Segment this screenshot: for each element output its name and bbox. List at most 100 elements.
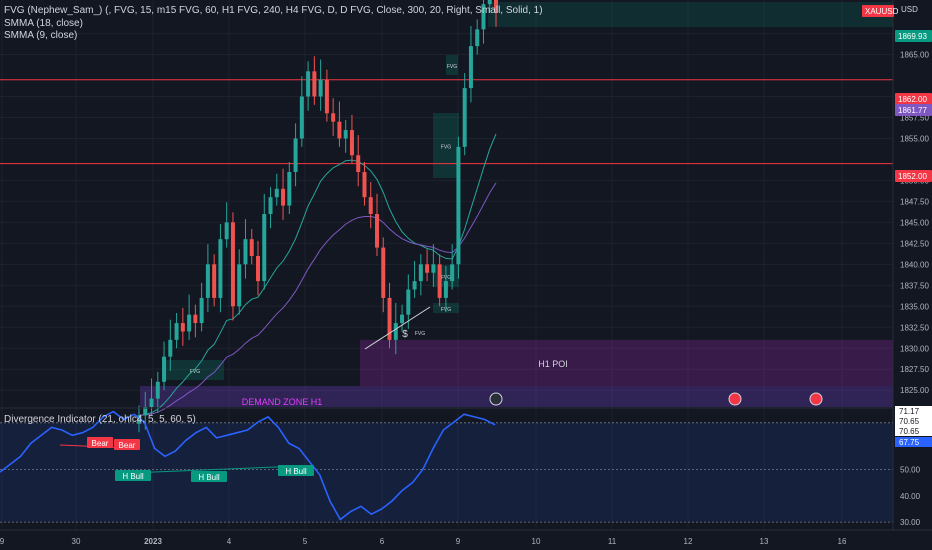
candle-body-37 xyxy=(368,197,373,214)
price-tick-6: 1847.50 xyxy=(900,197,929,206)
candle-body-22 xyxy=(274,188,279,198)
candle-body-25 xyxy=(293,138,298,173)
candle-body-11 xyxy=(205,264,210,298)
signal-box-3 xyxy=(191,471,227,482)
candle-body-41 xyxy=(393,323,398,340)
price-tick-4: 1855.00 xyxy=(900,134,929,143)
smma9-legend[interactable]: SMMA (9, close) xyxy=(4,30,78,41)
candle-body-46 xyxy=(425,264,430,273)
event-icon-1 xyxy=(728,392,742,406)
time-tick-0: 9 xyxy=(0,537,5,546)
price-tick-15: 1825.00 xyxy=(900,386,929,395)
event-icon-0 xyxy=(489,392,503,406)
chart-marks: $ xyxy=(364,306,823,406)
candle-body-13 xyxy=(218,239,223,298)
time-tick-3: 4 xyxy=(227,537,232,546)
time-tick-1: 30 xyxy=(72,537,81,546)
osc-badge-1 xyxy=(895,416,932,426)
price-badge-4 xyxy=(895,170,932,182)
candle-body-1 xyxy=(143,407,148,416)
candle-body-23 xyxy=(281,188,286,206)
time-tick-10: 13 xyxy=(760,537,769,546)
candle-body-30 xyxy=(324,79,329,114)
signal-label-3: H Bull xyxy=(198,473,220,482)
price-badge-2 xyxy=(895,93,932,105)
candles xyxy=(137,0,498,433)
osc-badge-0 xyxy=(895,406,932,416)
osc-badge-2 xyxy=(895,426,932,436)
candle-body-8 xyxy=(187,314,192,332)
candle-body-2 xyxy=(149,398,154,407)
time-tick-9: 12 xyxy=(684,537,693,546)
candle-body-39 xyxy=(381,247,386,298)
candle-body-52 xyxy=(462,88,467,147)
candle-body-18 xyxy=(249,239,254,256)
candle-body-54 xyxy=(475,29,480,47)
fvg-label-4: FVG xyxy=(447,64,457,70)
smma18-legend[interactable]: SMMA (18, close) xyxy=(4,18,83,29)
price-tick-10: 1837.50 xyxy=(900,281,929,290)
price-badge-3 xyxy=(895,104,932,116)
osc-badge-label-1: 70.65 xyxy=(899,417,920,426)
candle-body-26 xyxy=(299,96,304,139)
smma18-line xyxy=(138,182,497,416)
level-lines xyxy=(0,79,893,165)
divergence-legend[interactable]: Divergence Indicator (21, ohlc4, 5, 5, 6… xyxy=(4,414,196,425)
trend-line xyxy=(364,306,431,350)
price-tick-1: 1865.00 xyxy=(900,51,929,60)
fvg-label-1: FVG xyxy=(441,145,451,151)
price-badge-0 xyxy=(862,5,894,17)
candle-body-57 xyxy=(494,0,498,13)
candle-body-31 xyxy=(331,113,336,122)
osc-tick-2: 40.00 xyxy=(900,492,921,501)
fvg-box-1 xyxy=(433,113,459,178)
price-tick-13: 1830.00 xyxy=(900,344,929,353)
currency-label: USD xyxy=(901,5,918,14)
candle-body-55 xyxy=(481,4,486,30)
candle-body-15 xyxy=(230,222,235,307)
candle-body-50 xyxy=(450,264,455,282)
price-badge-label-3: 1861.77 xyxy=(898,106,927,115)
time-tick-8: 11 xyxy=(608,537,617,546)
candle-body-36 xyxy=(362,172,367,198)
time-tick-4: 5 xyxy=(303,537,308,546)
candle-body-12 xyxy=(212,264,217,298)
candle-body-53 xyxy=(468,46,473,89)
osc-badge-label-0: 71.17 xyxy=(899,407,920,416)
candle-body-4 xyxy=(162,356,167,382)
price-badge-label-4: 1852.00 xyxy=(898,172,927,181)
candle-body-38 xyxy=(375,213,379,248)
candle-body-29 xyxy=(318,79,323,97)
osc-badge-label-2: 70.65 xyxy=(899,427,920,436)
time-tick-7: 10 xyxy=(532,537,541,546)
candle-body-28 xyxy=(312,71,317,97)
candle-body-14 xyxy=(224,222,229,240)
candle-body-5 xyxy=(168,339,173,357)
candle-body-56 xyxy=(487,0,492,5)
candle-body-20 xyxy=(262,213,267,282)
fvg-boxes: FVGFVGFVGFVGFVGFVG xyxy=(166,2,893,380)
price-tick-11: 1835.00 xyxy=(900,302,929,311)
candle-body-17 xyxy=(243,239,248,265)
candle-body-45 xyxy=(418,264,423,282)
smma-lines xyxy=(138,133,497,416)
candle-body-44 xyxy=(412,281,417,290)
signal-label-4: H Bull xyxy=(285,467,307,476)
candle-body-21 xyxy=(268,197,273,214)
oscillator: Bear Bear H Bull H Bull H Bull xyxy=(0,407,893,523)
price-badge-1 xyxy=(895,30,932,42)
time-axis-bg xyxy=(0,530,932,550)
price-tick-7: 1845.00 xyxy=(900,218,929,227)
osc-badge-label-3: 67.75 xyxy=(899,438,920,447)
candle-body-34 xyxy=(349,130,354,156)
grid xyxy=(0,0,893,530)
fvg-legend[interactable]: FVG (Nephew_Sam_) (, FVG, 15, m15 FVG, 6… xyxy=(4,5,543,16)
bull-div-line xyxy=(129,465,301,474)
price-badge-label-0: XAUUSD xyxy=(865,7,899,16)
price-tick-14: 1827.50 xyxy=(900,365,929,374)
signal-box-0 xyxy=(87,437,113,448)
candle-body-48 xyxy=(437,264,442,298)
